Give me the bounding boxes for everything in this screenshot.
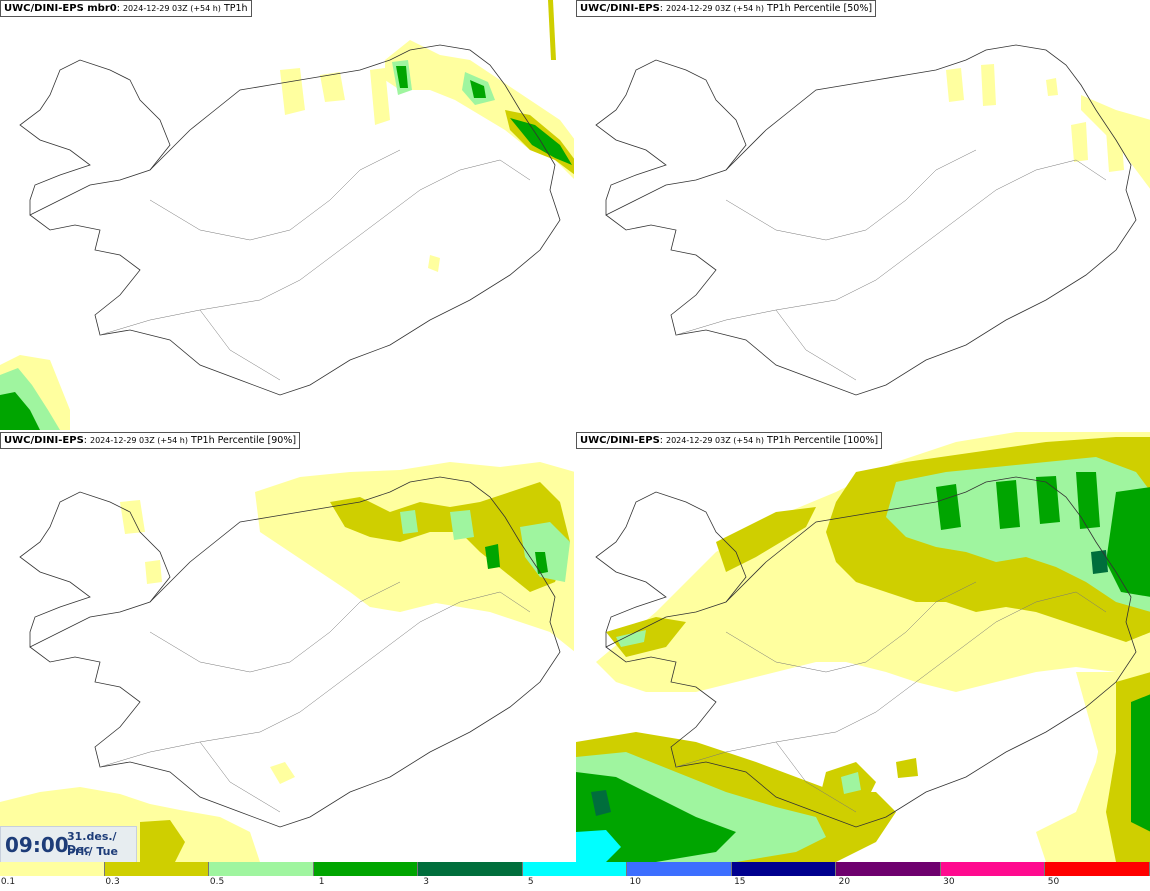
panel-title: UWC/DINI-EPS: 2024-12-29 03Z (+54 h) TP1…: [0, 432, 301, 449]
colorbar-segment: [209, 862, 314, 876]
precip-field: [576, 432, 1150, 862]
iceland-coastline: [595, 476, 1137, 828]
colorbar-ticks: 0.1 0.3 0.5 1 3 5 10 15 20 30 50: [0, 876, 1150, 891]
roads: [675, 581, 1107, 813]
colorbar-segment: [0, 862, 105, 876]
run-date: 2024-12-29 03Z (+54 h): [666, 4, 764, 13]
map-panel-p50: UWC/DINI-EPS: 2024-12-29 03Z (+54 h) TP1…: [576, 0, 1150, 430]
model-name: UWC/DINI-EPS mbr0: [4, 3, 117, 14]
roads: [675, 149, 1107, 381]
colorbar-tick-label: 20: [838, 877, 851, 887]
precip-map: [0, 0, 575, 430]
panel-title: UWC/DINI-EPS: 2024-12-29 03Z (+54 h) TP1…: [576, 432, 883, 449]
colorbar-tick-label: 3: [423, 877, 430, 887]
map-panel-mbr0: UWC/DINI-EPS mbr0: 2024-12-29 03Z (+54 h…: [0, 0, 575, 430]
colorbar-tick-label: 1: [318, 877, 325, 887]
valid-time: 09:00: [5, 833, 69, 857]
colorbar-tick-label: 0.3: [105, 877, 120, 887]
field-name: TP1h Percentile [50%]: [767, 3, 873, 14]
iceland-coastline: [19, 476, 561, 828]
panel-title: UWC/DINI-EPS: 2024-12-29 03Z (+54 h) TP1…: [576, 0, 877, 17]
valid-day: Þri./ Tue: [67, 845, 118, 858]
panel-title: UWC/DINI-EPS mbr0: 2024-12-29 03Z (+54 h…: [0, 0, 252, 17]
map-panel-p100: UWC/DINI-EPS: 2024-12-29 03Z (+54 h) TP1…: [576, 432, 1150, 862]
iceland-coastline: [19, 44, 561, 396]
colorbar-tick-label: 15: [734, 877, 746, 887]
colorbar-tick-label: 0.1: [0, 877, 16, 887]
valid-time-box: 09:00 31.des./ Dec Þri./ Tue: [0, 826, 137, 864]
roads: [99, 581, 531, 813]
field-name: TP1h Percentile [90%]: [191, 435, 297, 446]
colorbar-segment: [627, 862, 732, 876]
precip-field: [946, 64, 1150, 189]
colorbar-tick-label: 10: [629, 877, 641, 887]
colorbar-segment: [731, 862, 837, 876]
colorbar-tick-label: 0.5: [209, 877, 225, 887]
colorbar-tick-label: 50: [1047, 877, 1060, 887]
roads: [99, 149, 531, 381]
colorbar-segment: [313, 862, 419, 876]
panel-divider-horizontal: [0, 430, 1150, 432]
run-date: 2024-12-29 03Z (+54 h): [666, 436, 764, 445]
model-name: UWC/DINI-EPS: [580, 3, 660, 14]
colorbar-segment: [418, 862, 523, 876]
precip-map: [595, 44, 1150, 396]
iceland-coastline: [595, 44, 1137, 396]
precip-colorbar: [0, 862, 1150, 876]
colorbar-segment: [104, 862, 210, 876]
precip-map: [0, 462, 575, 862]
field-name: TP1h Percentile [100%]: [767, 435, 879, 446]
colorbar-segment: [836, 862, 941, 876]
valid-date: 31.des./ Dec: [67, 830, 117, 856]
model-name: UWC/DINI-EPS: [4, 435, 84, 446]
colorbar-tick-label: 5: [527, 877, 534, 887]
precip-field: [0, 0, 575, 430]
precip-field: [0, 462, 575, 862]
model-name: UWC/DINI-EPS: [580, 435, 660, 446]
run-date: 2024-12-29 03Z (+54 h): [90, 436, 188, 445]
colorbar-tick-label: 30: [943, 877, 955, 887]
field-name: TP1h: [223, 3, 248, 14]
colorbar-segment: [1045, 862, 1150, 876]
precip-map: [576, 432, 1150, 862]
run-date: 2024-12-29 03Z (+54 h): [122, 4, 221, 13]
map-panel-p90: UWC/DINI-EPS: 2024-12-29 03Z (+54 h) TP1…: [0, 432, 575, 862]
colorbar-segment: [940, 862, 1046, 876]
colorbar-segment: [522, 862, 628, 876]
